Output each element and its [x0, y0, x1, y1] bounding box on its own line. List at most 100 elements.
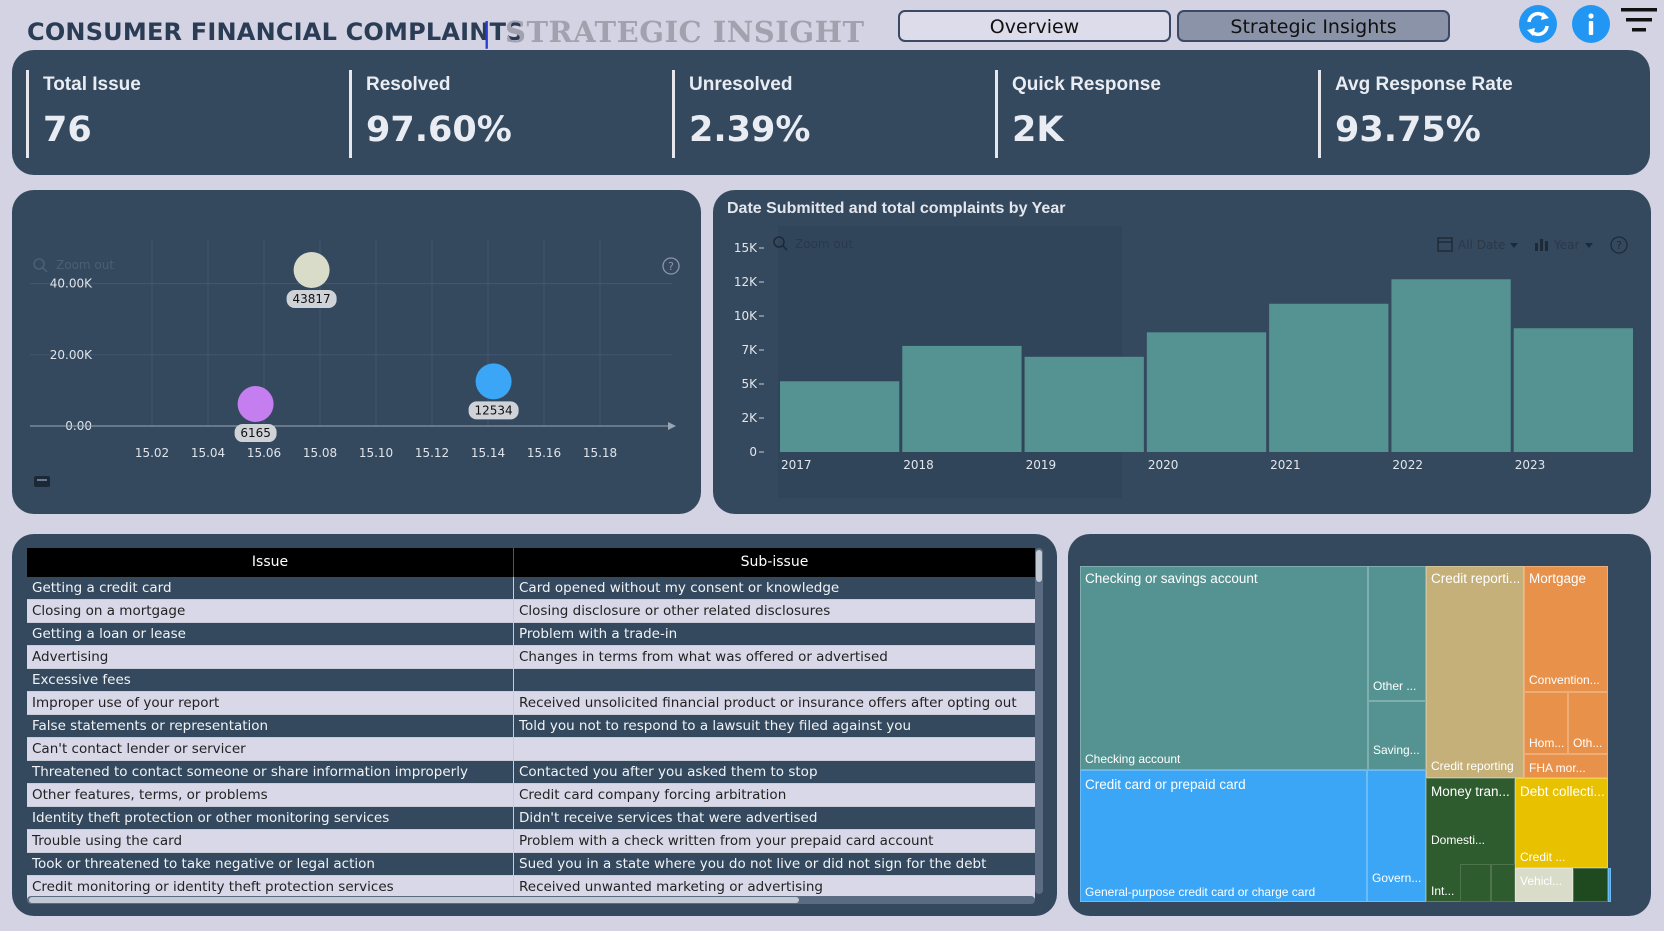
zoom-out-control[interactable]: Zoom out	[773, 236, 853, 251]
treemap-mortgage-other[interactable]: Oth...	[1568, 692, 1608, 754]
sub-issue-cell[interactable]: Credit card company forcing arbitration	[519, 787, 787, 803]
treemap-debt-collection[interactable]: Debt collecti... Credit ...	[1515, 778, 1608, 868]
sub-issue-cell[interactable]: Contacted you after you asked them to st…	[519, 764, 818, 780]
issue-cell[interactable]: Threatened to contact someone or share i…	[27, 761, 514, 783]
sub-issue-cell[interactable]: Received unsolicited financial product o…	[519, 695, 1017, 711]
treemap-checking-account[interactable]: Checking or savings account Checking acc…	[1080, 566, 1368, 770]
x-axis-arrow	[668, 422, 676, 430]
header: CONSUMER FINANCIAL COMPLAINTS | STRATEGI…	[0, 0, 1664, 50]
bar	[780, 381, 900, 452]
vertical-scrollbar[interactable]	[1035, 548, 1043, 894]
treemap-credit-card-government[interactable]: Govern...	[1367, 770, 1426, 902]
table-row[interactable]: Excessive fees	[27, 669, 1035, 692]
zoom-out-control[interactable]: Zoom out	[33, 258, 114, 273]
table-row[interactable]: Can't contact lender or servicer	[27, 738, 1035, 761]
chart-type-toggle-icon[interactable]	[34, 476, 50, 487]
sub-issue-cell[interactable]	[514, 738, 1035, 760]
filter-menu-icon[interactable]	[1621, 6, 1657, 34]
calendar-icon	[1437, 237, 1453, 252]
issue-cell[interactable]: Advertising	[27, 646, 514, 668]
sub-issue-cell[interactable]: Problem with a trade-in	[519, 626, 678, 642]
scatter-chart[interactable]: Zoom out ? 15.02 15.04 15.06 15.08 15.10 15.1…	[12, 190, 701, 514]
treemap-money-transfer-small[interactable]	[1460, 864, 1491, 902]
y-tick-label: 2K	[741, 411, 758, 425]
y-tick-label: 5K	[741, 377, 758, 391]
x-tick-label: 2017	[781, 458, 812, 472]
sub-issue-cell[interactable]: Sued you in a state where you do not liv…	[519, 856, 987, 872]
x-tick-label: 15.02	[135, 446, 169, 460]
horizontal-scrollbar-thumb[interactable]	[29, 897, 799, 903]
issue-cell[interactable]: Credit monitoring or identity theft prot…	[27, 876, 514, 898]
column-header-sub-issue[interactable]: Sub-issue	[740, 554, 809, 570]
treemap-sublabel: Convention...	[1529, 673, 1600, 687]
data-label-bg	[234, 424, 277, 443]
bar	[902, 345, 1022, 452]
treemap-checking-savings[interactable]: Saving...	[1368, 701, 1426, 770]
table-row[interactable]: Took or threatened to take negative or l…	[27, 853, 1035, 876]
vertical-scrollbar-thumb[interactable]	[1036, 550, 1042, 582]
table-row[interactable]: Getting a credit card Card opened without…	[27, 577, 1035, 600]
table-row[interactable]: False statements or representation Told y…	[27, 715, 1035, 738]
table-row[interactable]: Closing on a mortgage Closing disclosure …	[27, 600, 1035, 623]
treemap-checking-other[interactable]: Other ...	[1368, 566, 1426, 701]
treemap-credit-card[interactable]: Credit card or prepaid card General-purp…	[1080, 770, 1367, 902]
treemap-mortgage-home[interactable]: Hom...	[1524, 692, 1568, 754]
issue-cell[interactable]: Improper use of your report	[27, 692, 514, 714]
sub-issue-cell[interactable]: Card opened without my consent or knowle…	[519, 580, 840, 596]
sub-issue-cell[interactable]: Told you not to respond to a lawsuit the…	[519, 718, 912, 734]
zoom-out-icon	[33, 258, 45, 270]
sub-issue-cell[interactable]: Closing disclosure or other related disc…	[519, 603, 831, 619]
issue-cell[interactable]: Closing on a mortgage	[27, 600, 514, 622]
date-filter-control[interactable]: All Date	[1437, 237, 1518, 252]
strategic-insights-nav-button[interactable]: Strategic Insights	[1177, 10, 1450, 42]
svg-text:?: ?	[668, 260, 674, 273]
y-tick-label: 12K	[734, 275, 758, 289]
sub-issue-cell[interactable]	[514, 669, 1035, 691]
kpi-label: Total Issue	[43, 74, 141, 95]
title-separator: |	[482, 16, 492, 49]
y-tick-label: 15K	[734, 241, 758, 255]
table-row[interactable]: Identity theft protection or other monit…	[27, 807, 1035, 830]
y-tick-label: 10K	[734, 309, 758, 323]
treemap-other-sliver[interactable]	[1608, 868, 1611, 902]
issue-cell[interactable]: Identity theft protection or other monit…	[27, 807, 514, 829]
sub-issue-cell[interactable]: Changes in terms from what was offered o…	[519, 649, 888, 665]
treemap-mortgage[interactable]: Mortgage Convention...	[1524, 566, 1608, 692]
table-row[interactable]: Getting a loan or lease Problem with a tr…	[27, 623, 1035, 646]
issue-cell[interactable]: Can't contact lender or servicer	[27, 738, 514, 760]
treemap-other-small[interactable]	[1573, 868, 1608, 902]
issue-cell[interactable]: Other features, terms, or problems	[27, 784, 514, 806]
issue-cell[interactable]: Trouble using the card	[27, 830, 514, 852]
treemap-vehicle-loan[interactable]: Vehicl...	[1515, 868, 1573, 902]
granularity-control[interactable]: Year	[1535, 238, 1593, 252]
treemap-credit-reporting[interactable]: Credit reporti... Credit reporting	[1426, 566, 1524, 778]
treemap-mortgage-fha[interactable]: FHA mor...	[1524, 754, 1608, 778]
help-icon[interactable]: ?	[662, 257, 680, 275]
issue-cell[interactable]: Getting a loan or lease	[27, 623, 514, 645]
sub-issue-cell[interactable]: Didn't receive services that were advert…	[519, 810, 818, 826]
table-row[interactable]: Trouble using the card Problem with a che…	[27, 830, 1035, 853]
issue-cell[interactable]: False statements or representation	[27, 715, 514, 737]
sub-issue-cell[interactable]: Received unwanted marketing or advertisi…	[519, 879, 823, 895]
column-header-issue[interactable]: Issue	[27, 548, 514, 577]
table-row[interactable]: Advertising Changes in terms from what wa…	[27, 646, 1035, 669]
bar-chart[interactable]: Zoom out All Date Year ? 0 2K 5K 7K 10K 12K 15…	[713, 190, 1651, 514]
x-tick-label: 15.14	[471, 446, 505, 460]
refresh-icon[interactable]	[1519, 5, 1557, 43]
sub-issue-cell[interactable]: Problem with a check written from your p…	[519, 833, 934, 849]
issue-cell[interactable]: Excessive fees	[27, 669, 514, 691]
kpi-value: 93.75%	[1335, 110, 1481, 150]
help-icon[interactable]: ?	[1610, 236, 1628, 254]
table-row[interactable]: Improper use of your report Received unso…	[27, 692, 1035, 715]
y-tick-label: 7K	[741, 343, 758, 357]
info-icon[interactable]	[1572, 5, 1610, 43]
issue-cell[interactable]: Took or threatened to take negative or l…	[27, 853, 514, 875]
x-tick-label: 2022	[1392, 458, 1423, 472]
issue-cell[interactable]: Getting a credit card	[27, 577, 514, 599]
table-row[interactable]: Threatened to contact someone or share i…	[27, 761, 1035, 784]
treemap-money-transfer-small[interactable]	[1491, 864, 1515, 902]
issue-table: Issue Sub-issue Getting a credit card Car…	[27, 548, 1035, 899]
overview-nav-button[interactable]: Overview	[898, 10, 1171, 42]
table-row[interactable]: Credit monitoring or identity theft prot…	[27, 876, 1035, 899]
table-row[interactable]: Other features, terms, or problems Credit…	[27, 784, 1035, 807]
